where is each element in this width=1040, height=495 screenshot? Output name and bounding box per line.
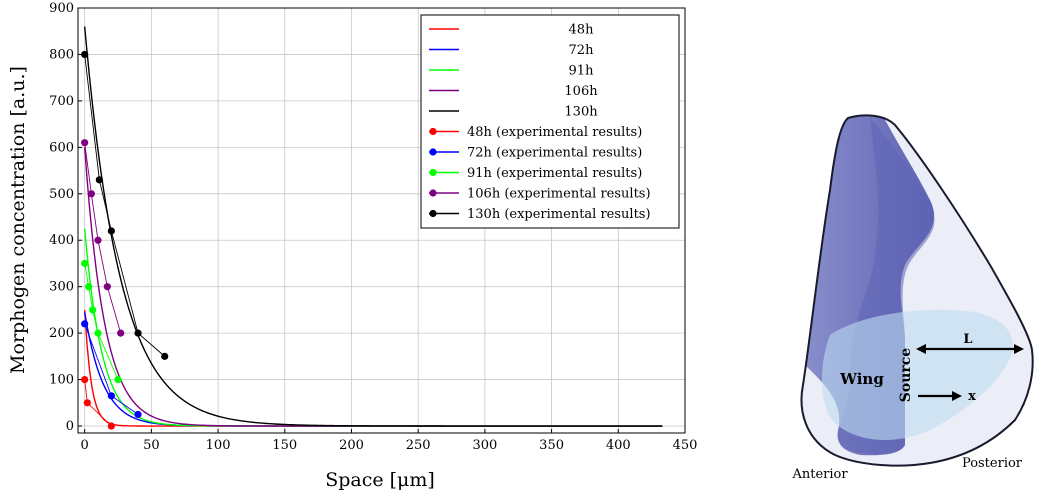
length-label: L [963, 332, 972, 347]
y-tick-label: 400 [49, 233, 74, 248]
length-arrow-left-head [916, 344, 926, 354]
wing-disc-diagram: Wing Source L x Anterior Posterior [791, 114, 1034, 482]
x-axis-label: Space [μm] [325, 469, 435, 491]
legend-label: 106h (experimental results) [467, 187, 651, 202]
length-arrow-right-head [1014, 344, 1024, 354]
x-arrow-head [952, 391, 962, 401]
morphogen-domain [822, 309, 1013, 441]
legend-label: 72h [569, 43, 595, 58]
legend-label: 72h (experimental results) [467, 146, 642, 161]
x-tick-label: 300 [472, 438, 497, 453]
y-tick-label: 900 [49, 1, 74, 16]
y-tick-label: 300 [49, 280, 74, 295]
wing-disc-outline [800, 114, 1034, 467]
x-tick-label: 150 [272, 438, 297, 453]
experimental-point [107, 392, 115, 400]
y-tick-label: 500 [49, 187, 74, 202]
y-tick-label: 100 [49, 373, 74, 388]
experimental-point [107, 227, 115, 235]
x-tick-label: 450 [673, 438, 698, 453]
y-axis-label: Morphogen concentration [a.u.] [7, 66, 29, 374]
experimental-point [94, 236, 102, 244]
y-tick-label: 600 [49, 140, 74, 155]
legend-label: 106h [564, 84, 598, 99]
x-label: x [968, 389, 976, 404]
experimental-point [107, 422, 115, 430]
legend-marker [429, 168, 437, 177]
anterior-label: Anterior [791, 467, 848, 482]
axes: 0 50 100 150 200 250 300 350 400 450 0 100 200 300 400… [49, 1, 697, 453]
source-label: Source [898, 348, 914, 403]
x-tick-label: 100 [206, 438, 231, 453]
legend-marker [429, 209, 437, 218]
x-tick-label: 200 [339, 438, 364, 453]
experimental-point [87, 190, 95, 198]
x-tick-label: 50 [143, 438, 160, 453]
legend-label: 130h (experimental results) [467, 207, 651, 222]
y-tick-label: 700 [49, 94, 74, 109]
legend-box [420, 14, 680, 229]
experimental-point [83, 399, 91, 407]
x-tick-label: 350 [539, 438, 564, 453]
experimental-point [134, 410, 142, 419]
legend-marker [429, 127, 437, 136]
legend-label: 91h (experimental results) [467, 166, 642, 181]
fit-curve-130h [83, 26, 663, 427]
concentration-chart: 0 50 100 150 200 250 300 350 400 450 0 100 200 300 400… [7, 1, 697, 491]
x-tick-label: 250 [406, 438, 431, 453]
experimental-point [161, 352, 169, 360]
x-tick-label: 400 [606, 438, 631, 453]
experimental-point [89, 306, 97, 314]
experimental-point [95, 176, 103, 184]
legend-marker [429, 148, 437, 156]
experimental-point [81, 375, 89, 384]
experimental-point [117, 329, 125, 337]
legend-label: 48h (experimental results) [467, 125, 642, 140]
y-tick-label: 800 [49, 47, 74, 62]
experimental-point [85, 283, 93, 291]
x-tick-label: 0 [81, 438, 89, 453]
legend-label: 48h [569, 23, 595, 38]
experimental-point [94, 329, 102, 337]
experimental-point [134, 329, 142, 337]
plot-frame [77, 7, 686, 434]
legend-marker [429, 189, 437, 197]
experimental-point [103, 283, 111, 291]
experimental-point [81, 139, 89, 147]
experimental-series [81, 50, 169, 430]
legend: 48h 72h 91h 106h 130h 48h (experimental resul… [420, 14, 680, 229]
y-tick-label: 200 [49, 326, 74, 341]
legend-label: 130h [564, 105, 598, 120]
legend-label: 91h [569, 64, 595, 79]
fit-curves [83, 26, 663, 427]
wing-label: Wing [839, 370, 884, 388]
experimental-point [114, 375, 122, 384]
experimental-point [81, 259, 89, 268]
posterior-label: Posterior [962, 456, 1023, 471]
experimental-point [81, 50, 89, 59]
y-tick-label: 0 [66, 419, 74, 434]
experimental-point [81, 320, 89, 328]
